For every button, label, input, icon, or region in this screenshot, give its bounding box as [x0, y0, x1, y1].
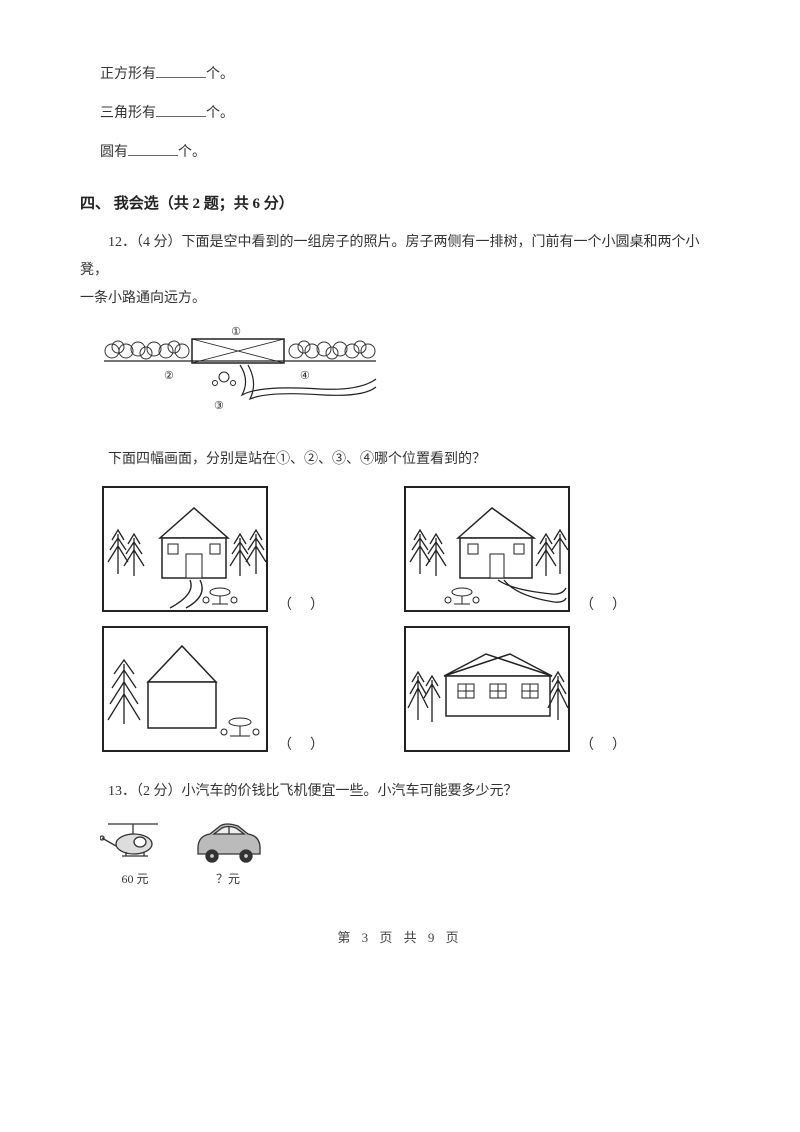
q13-num: 13． [108, 784, 136, 799]
q12-img-c: （） [100, 624, 342, 754]
q13-toys: 60 元 ？元 [100, 816, 720, 887]
helicopter-icon [100, 816, 170, 866]
q13-points: （2 分） [136, 784, 182, 799]
q13-text: 13．（2 分）小汽车的价钱比飞机便宜一些。小汽车可能要多少元？ [80, 778, 720, 806]
q12-prompt: 下面四幅画面，分别是站在①、②、③、④哪个位置看到的？ [80, 446, 720, 474]
answer-paren[interactable]: （） [580, 734, 644, 754]
fill-unit: 个。 [178, 145, 206, 160]
blank-input[interactable] [156, 63, 206, 78]
svg-text:②: ② [164, 370, 174, 382]
q12-text2: 一条小路通向远方。 [80, 291, 206, 306]
page: 正方形有个。 三角形有个。 圆有个。 四、 我会选（共 2 题；共 6 分） 1… [0, 0, 800, 986]
fill-unit: 个。 [206, 67, 234, 82]
page-footer: 第 3 页 共 9 页 [80, 927, 720, 946]
blank-input[interactable] [128, 141, 178, 156]
q12-text: 12．（4 分）下面是空中看到的一组房子的照片。房子两侧有一排树，门前有一个小圆… [80, 229, 720, 313]
svg-text:①: ① [231, 326, 241, 338]
answer-paren[interactable]: （） [278, 594, 342, 614]
heli-price: 60 元 [121, 870, 148, 887]
fill-circle-line: 圆有 个。 [80, 138, 720, 169]
q13-body: 小汽车的价钱比飞机便宜一些。小汽车可能要多少元？ [182, 784, 518, 799]
car-item: ？元 [190, 816, 266, 887]
answer-paren[interactable]: （） [580, 594, 644, 614]
q12-top-diagram: ① ② ④ ③ [100, 325, 720, 430]
q12-row1: （） [100, 484, 720, 614]
fill-square-label: 正方形有 [100, 67, 156, 82]
svg-text:③: ③ [214, 400, 224, 412]
q12-img-a: （） [100, 484, 342, 614]
car-price: ？元 [216, 870, 240, 887]
helicopter-item: 60 元 [100, 816, 170, 887]
fill-triangle-line: 三角形有 个。 [80, 99, 720, 130]
fill-circle-label: 圆有 [100, 145, 128, 160]
q12-num: 12． [108, 235, 136, 250]
svg-text:④: ④ [300, 370, 310, 382]
section-4-title: 四、 我会选（共 2 题；共 6 分） [80, 192, 720, 213]
q12-points: （4 分） [136, 235, 182, 250]
q12-img-b: （） [402, 484, 644, 614]
car-icon [190, 816, 266, 866]
q12-row2: （） [100, 624, 720, 754]
fill-triangle-label: 三角形有 [100, 106, 156, 121]
q12-img-d: （） [402, 624, 644, 754]
blank-input[interactable] [156, 102, 206, 117]
fill-square-line: 正方形有 个。 [80, 60, 720, 91]
fill-unit: 个。 [206, 106, 234, 121]
answer-paren[interactable]: （） [278, 734, 342, 754]
